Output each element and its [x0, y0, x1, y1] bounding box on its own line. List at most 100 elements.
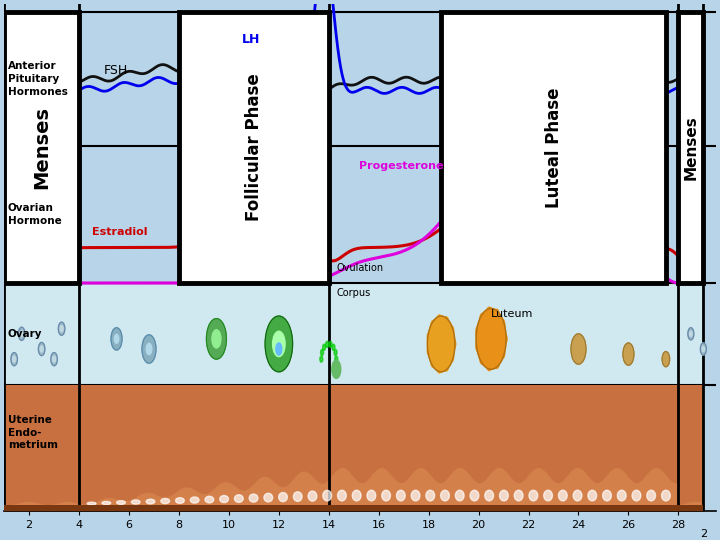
Ellipse shape	[603, 490, 611, 501]
Circle shape	[444, 360, 449, 371]
Circle shape	[427, 332, 433, 343]
Circle shape	[499, 319, 505, 331]
Bar	[4, 283, 703, 384]
Circle shape	[450, 339, 456, 349]
Circle shape	[111, 328, 122, 350]
Text: LH: LH	[241, 33, 260, 46]
Circle shape	[51, 353, 58, 366]
Circle shape	[58, 322, 65, 335]
Ellipse shape	[662, 490, 670, 501]
Circle shape	[20, 330, 23, 337]
Text: Menses: Menses	[683, 115, 698, 180]
Ellipse shape	[411, 490, 420, 501]
Ellipse shape	[308, 491, 317, 501]
Circle shape	[207, 319, 226, 359]
Circle shape	[11, 353, 17, 366]
Ellipse shape	[87, 502, 96, 505]
Circle shape	[427, 345, 433, 356]
Circle shape	[212, 330, 221, 348]
Circle shape	[13, 356, 16, 362]
Circle shape	[623, 343, 634, 365]
Circle shape	[19, 327, 25, 340]
Circle shape	[329, 341, 332, 347]
Circle shape	[702, 347, 705, 352]
Ellipse shape	[441, 490, 449, 501]
Ellipse shape	[617, 490, 626, 501]
Circle shape	[499, 347, 505, 359]
Circle shape	[480, 313, 486, 326]
Ellipse shape	[146, 499, 155, 504]
Text: Ovary: Ovary	[8, 329, 42, 339]
Circle shape	[476, 308, 506, 369]
Circle shape	[38, 342, 45, 356]
Bar	[4, 12, 79, 283]
Text: Follicular Phase: Follicular Phase	[245, 73, 263, 221]
Circle shape	[332, 360, 341, 379]
Circle shape	[444, 317, 449, 328]
Ellipse shape	[293, 492, 302, 502]
Text: Corpus: Corpus	[336, 288, 371, 298]
Circle shape	[273, 331, 285, 356]
Circle shape	[323, 344, 325, 350]
Text: Ovarian
Hormone: Ovarian Hormone	[8, 203, 62, 226]
Ellipse shape	[632, 490, 641, 501]
Circle shape	[53, 356, 55, 362]
Circle shape	[437, 315, 442, 326]
Circle shape	[450, 339, 456, 349]
Ellipse shape	[455, 490, 464, 501]
Circle shape	[325, 341, 328, 347]
Text: Anterior
Pituitary
Hormones: Anterior Pituitary Hormones	[8, 61, 68, 97]
Ellipse shape	[190, 497, 199, 503]
Ellipse shape	[397, 490, 405, 501]
Ellipse shape	[426, 490, 435, 501]
Bar	[441, 12, 666, 283]
Circle shape	[493, 356, 500, 368]
Circle shape	[688, 328, 694, 340]
Bar	[678, 12, 703, 283]
Circle shape	[476, 340, 482, 352]
Text: Luteal Phase: Luteal Phase	[544, 87, 562, 208]
Ellipse shape	[235, 495, 243, 502]
Circle shape	[480, 352, 486, 365]
Circle shape	[431, 320, 436, 332]
Circle shape	[431, 356, 436, 367]
Text: Uterine
Endo-
metrium: Uterine Endo- metrium	[8, 415, 58, 450]
Ellipse shape	[352, 490, 361, 501]
Ellipse shape	[249, 494, 258, 502]
Circle shape	[501, 333, 507, 345]
Ellipse shape	[647, 490, 655, 501]
Circle shape	[662, 352, 670, 367]
Circle shape	[265, 316, 292, 372]
Circle shape	[571, 334, 586, 364]
Ellipse shape	[176, 498, 184, 503]
Ellipse shape	[161, 498, 170, 504]
Circle shape	[486, 307, 492, 319]
Text: Menses: Menses	[32, 106, 51, 189]
Ellipse shape	[470, 490, 479, 501]
Text: FSH: FSH	[104, 64, 128, 77]
Ellipse shape	[500, 490, 508, 501]
Circle shape	[320, 356, 323, 362]
Ellipse shape	[205, 496, 214, 503]
Ellipse shape	[338, 490, 346, 501]
Circle shape	[276, 343, 282, 355]
Bar	[179, 12, 329, 283]
Circle shape	[332, 344, 335, 350]
Ellipse shape	[485, 490, 493, 501]
Circle shape	[486, 359, 492, 370]
Circle shape	[320, 349, 323, 355]
Circle shape	[146, 343, 152, 355]
Ellipse shape	[382, 490, 390, 501]
Circle shape	[40, 346, 43, 352]
Circle shape	[501, 333, 507, 345]
Text: Estradiol: Estradiol	[91, 227, 147, 238]
Circle shape	[437, 362, 442, 373]
Circle shape	[114, 334, 119, 343]
Ellipse shape	[102, 502, 111, 504]
Ellipse shape	[220, 496, 228, 503]
Circle shape	[476, 326, 482, 338]
Circle shape	[60, 326, 63, 332]
Ellipse shape	[514, 490, 523, 501]
Ellipse shape	[588, 490, 597, 501]
Circle shape	[690, 331, 692, 336]
